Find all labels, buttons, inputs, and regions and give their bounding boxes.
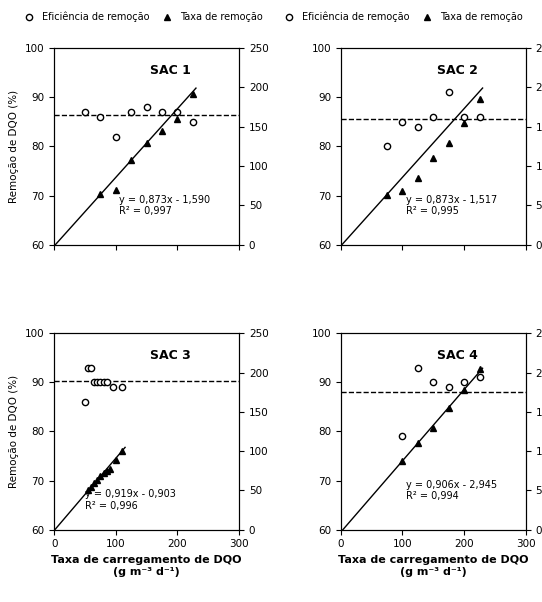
X-axis label: Taxa de carregamento de DQO
(g m⁻³ d⁻¹): Taxa de carregamento de DQO (g m⁻³ d⁻¹) xyxy=(338,555,528,577)
Text: SAC 2: SAC 2 xyxy=(437,64,478,77)
Legend: Eficiência de remoção, Taxa de remoção: Eficiência de remoção, Taxa de remoção xyxy=(276,8,526,26)
Y-axis label: Remoção de DQO (%): Remoção de DQO (%) xyxy=(9,375,20,488)
Text: SAC 3: SAC 3 xyxy=(150,349,191,362)
Y-axis label: Remoção de DQO (%): Remoção de DQO (%) xyxy=(9,90,20,203)
Text: SAC 1: SAC 1 xyxy=(150,64,191,77)
Text: y = 0,919x - 0,903
R² = 0,996: y = 0,919x - 0,903 R² = 0,996 xyxy=(85,489,176,511)
Text: SAC 4: SAC 4 xyxy=(437,349,478,362)
Legend: Eficiência de remoção, Taxa de remoção: Eficiência de remoção, Taxa de remoção xyxy=(16,8,266,26)
Text: y = 0,873x - 1,517
R² = 0,995: y = 0,873x - 1,517 R² = 0,995 xyxy=(405,194,497,216)
Text: y = 0,906x - 2,945
R² = 0,994: y = 0,906x - 2,945 R² = 0,994 xyxy=(405,480,496,501)
Text: y = 0,873x - 1,590
R² = 0,997: y = 0,873x - 1,590 R² = 0,997 xyxy=(119,194,210,216)
X-axis label: Taxa de carregamento de DQO
(g m⁻³ d⁻¹): Taxa de carregamento de DQO (g m⁻³ d⁻¹) xyxy=(51,555,242,577)
